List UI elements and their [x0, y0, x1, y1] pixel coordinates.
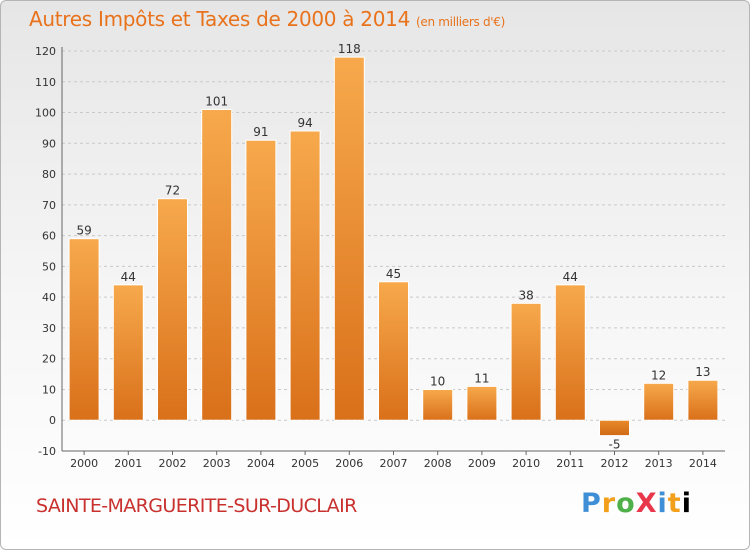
- bar: [68, 238, 100, 421]
- bar-value-label: 38: [518, 288, 533, 302]
- commune-name: SAINTE-MARGUERITE-SUR-DUCLAIR: [36, 495, 357, 517]
- y-tick-label: 40: [42, 291, 56, 304]
- x-tick-label: 2009: [468, 457, 496, 470]
- bar: [157, 198, 188, 421]
- x-tick-label: 2006: [335, 457, 363, 470]
- bar: [687, 379, 719, 421]
- y-tick-label: 80: [42, 168, 56, 181]
- x-tick-label: 2012: [601, 457, 629, 470]
- bar-value-label: -5: [609, 438, 621, 452]
- bar: [643, 382, 675, 421]
- bar-value-label: 44: [121, 270, 136, 284]
- x-tick-label: 2007: [380, 457, 408, 470]
- x-tick-label: 2001: [114, 457, 142, 470]
- x-tick-label: 2002: [159, 457, 187, 470]
- y-tick-label: 100: [35, 107, 56, 120]
- bar-value-label: 45: [386, 267, 401, 281]
- bar: [599, 419, 630, 437]
- bar-value-label: 10: [430, 374, 445, 388]
- bar-value-label: 12: [651, 368, 666, 382]
- chart-title: Autres Impôts et Taxes de 2000 à 2014 (en…: [29, 7, 505, 31]
- bar-value-label: 13: [695, 365, 710, 379]
- x-tick-label: 2014: [689, 457, 717, 470]
- bar: [510, 302, 542, 421]
- x-tick-label: 2000: [70, 457, 98, 470]
- bar-value-label: 72: [165, 184, 180, 198]
- y-tick-label: 60: [42, 230, 56, 243]
- bar: [112, 284, 144, 421]
- chart-title-text: Autres Impôts et Taxes de 2000 à 2014: [29, 7, 410, 31]
- y-tick-label: 70: [42, 199, 56, 212]
- bar-value-label: 59: [76, 224, 91, 238]
- x-tick-label: 2003: [203, 457, 231, 470]
- bar-value-label: 101: [205, 94, 228, 108]
- bar: [378, 281, 409, 421]
- y-tick-label: 30: [42, 322, 56, 335]
- bar: [422, 388, 454, 421]
- x-tick-label: 2011: [556, 457, 584, 470]
- y-tick-label: 0: [49, 414, 56, 427]
- x-tick-label: 2010: [512, 457, 540, 470]
- y-tick-label: 120: [35, 45, 56, 58]
- y-tick-label: 50: [42, 260, 56, 273]
- axes: -10 0 10 20 30 40 50 60 70 80 90 100 110 120 2000 2001 2…: [35, 45, 725, 470]
- x-tick-label: 2005: [291, 457, 319, 470]
- value-labels: 59 44 72 101 91 94 118 45 10 11 38 44 -5 12 13: [76, 42, 710, 451]
- bar-value-label: 44: [563, 270, 578, 284]
- proxiti-logo: ProXiti: [581, 488, 692, 519]
- bar-value-label: 118: [338, 42, 361, 56]
- x-tick-label: 2004: [247, 457, 275, 470]
- x-tick-label: 2008: [424, 457, 452, 470]
- y-tick-label: 20: [42, 353, 56, 366]
- bar-value-label: 91: [253, 125, 268, 139]
- bar-value-label: 94: [297, 116, 312, 130]
- bar: [201, 108, 233, 421]
- y-tick-label: 110: [35, 76, 56, 89]
- chart-subtitle: (en milliers d'€): [416, 15, 506, 29]
- bar: [333, 56, 365, 421]
- bar: [245, 139, 277, 421]
- bar-value-label: 11: [474, 371, 489, 385]
- y-tick-label: 90: [42, 137, 56, 150]
- bar: [289, 130, 321, 421]
- bar: [466, 385, 498, 421]
- bar: [554, 284, 586, 421]
- bars: [68, 56, 719, 437]
- y-tick-label: 10: [42, 383, 56, 396]
- y-tick-label: -10: [38, 445, 56, 458]
- x-tick-label: 2013: [645, 457, 673, 470]
